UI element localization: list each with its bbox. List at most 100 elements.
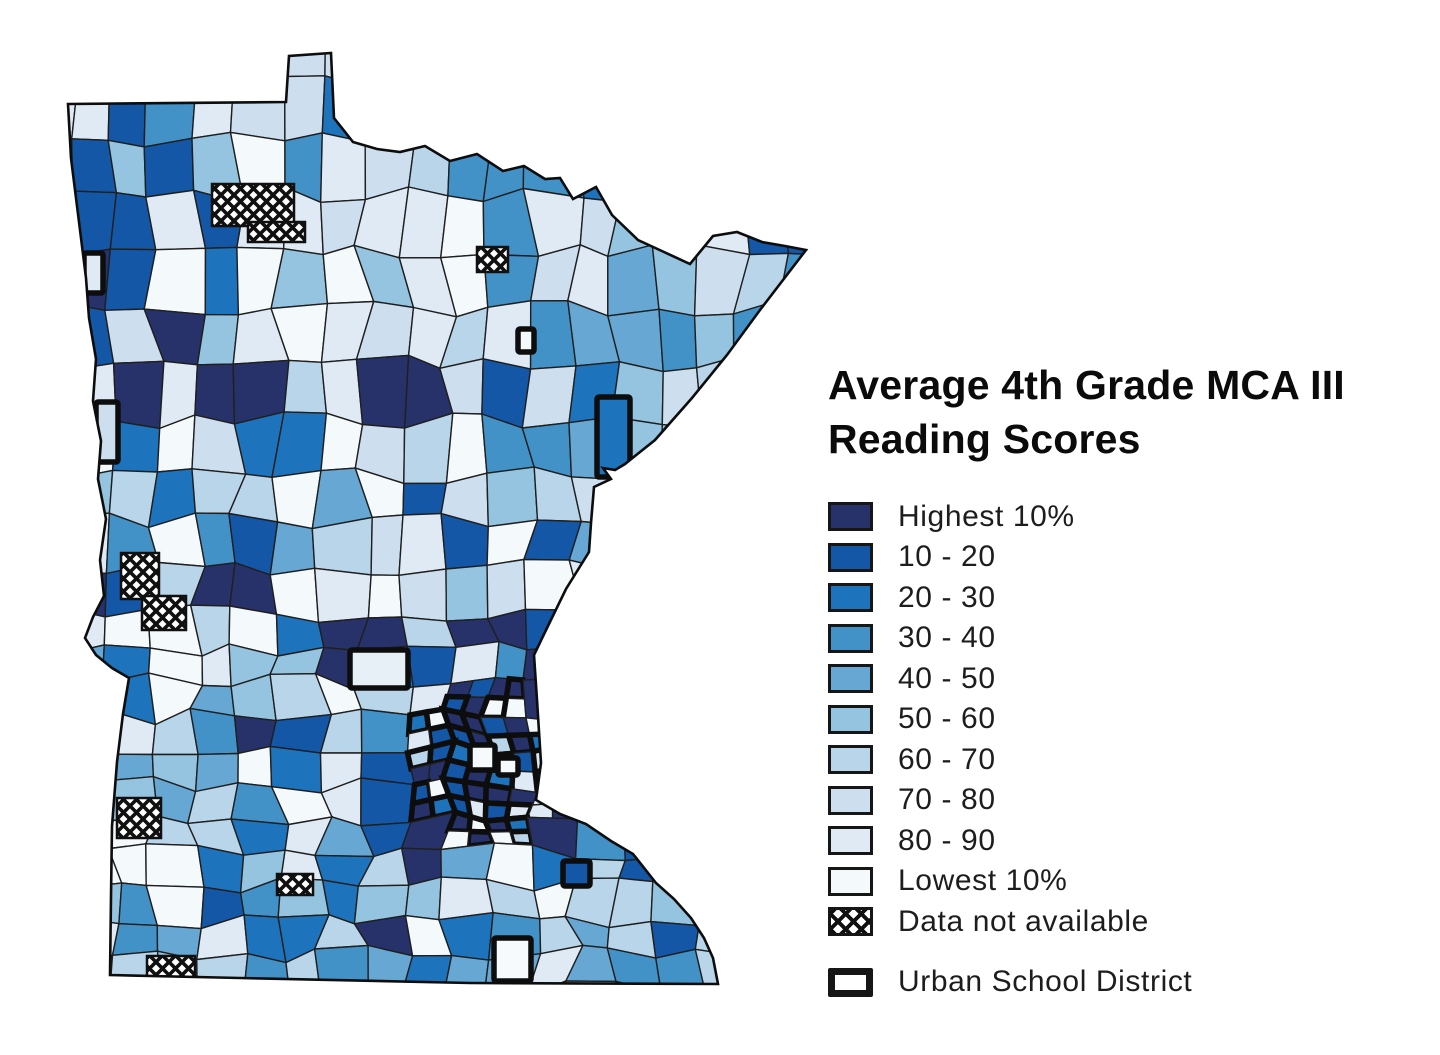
- state-outline: [66, 51, 809, 986]
- district-shape: [445, 412, 488, 485]
- district-shape: [360, 777, 416, 827]
- district-shape: [647, 819, 705, 859]
- district-polygons: [65, 53, 806, 1030]
- district-shape: [402, 482, 448, 516]
- district-shape: [107, 74, 147, 148]
- district-shape: [699, 811, 752, 853]
- district-shape: [778, 299, 806, 373]
- district-shape: [313, 944, 369, 984]
- district-shape: [110, 993, 162, 1025]
- district-shape: [204, 246, 240, 316]
- legend-swatch-highest-10: [828, 502, 873, 531]
- legend-item-no-data: Data not available: [828, 905, 1428, 938]
- district-shape: [783, 366, 806, 429]
- district-shape: [68, 649, 81, 678]
- district-shape: [649, 136, 711, 206]
- district-shape: [659, 468, 704, 527]
- district-shape: [286, 992, 321, 1024]
- district-shape: [445, 991, 498, 1024]
- district-shape: [737, 707, 788, 757]
- district-shape: [237, 745, 273, 788]
- legend-label: 70 - 80: [898, 783, 996, 816]
- legend-label: Urban School District: [898, 965, 1193, 998]
- district-shape: [606, 562, 667, 622]
- district-shape: [68, 748, 81, 789]
- district-shape: [776, 878, 806, 930]
- district-shape: [357, 992, 403, 1030]
- district-shape: [780, 85, 806, 144]
- district-shape: [65, 992, 117, 1025]
- district-shape: [732, 754, 788, 794]
- district-shape: [232, 53, 286, 85]
- minnesota-map-svg: [65, 51, 809, 1030]
- district-shape: [690, 136, 752, 195]
- district-shape: [732, 844, 790, 896]
- no-data-patch: [210, 182, 296, 228]
- no-data-patch: [246, 220, 307, 244]
- district-shape: [781, 640, 806, 686]
- district-shape: [744, 910, 795, 958]
- district-shape: [229, 75, 286, 142]
- district-shape: [488, 830, 515, 845]
- district-shape: [486, 558, 527, 620]
- district-shape: [566, 743, 622, 787]
- district-shape: [697, 519, 748, 577]
- district-shape: [694, 674, 750, 712]
- district-shape: [530, 744, 555, 776]
- legend: Highest 10% 10 - 20 20 - 30 30 - 40 40 -…: [828, 500, 1428, 1008]
- district-shape: [193, 978, 246, 984]
- district-shape: [313, 567, 372, 624]
- district-shape: [450, 640, 500, 685]
- district-shape: [658, 308, 698, 373]
- urban-district-shape: [491, 935, 534, 984]
- district-shape: [68, 914, 79, 956]
- district-shape: [269, 521, 316, 576]
- no-data-patches: [115, 182, 510, 984]
- district-shape: [574, 811, 626, 862]
- district-shape: [740, 519, 784, 577]
- district-shape: [112, 360, 165, 430]
- district-shape: [611, 523, 662, 571]
- district-shape: [269, 745, 323, 794]
- district-shape: [778, 252, 806, 307]
- legend-swatch-30-40: [828, 623, 873, 653]
- district-shape: [619, 783, 669, 822]
- district-shape: [486, 466, 539, 528]
- district-shape: [68, 944, 78, 984]
- district-shape: [732, 776, 788, 829]
- district-shape: [68, 476, 76, 530]
- legend-swatch-70-80: [828, 785, 873, 815]
- district-shape: [521, 365, 577, 429]
- district-shape: [525, 980, 577, 984]
- district-shape: [688, 604, 743, 648]
- district-shape: [320, 992, 368, 1030]
- district-shape: [68, 709, 112, 759]
- district-shape: [68, 53, 78, 91]
- district-shape: [548, 732, 571, 749]
- district-shape: [689, 569, 749, 609]
- district-shape: [739, 645, 786, 686]
- district-shape: [68, 512, 76, 572]
- district-shape: [144, 53, 199, 91]
- district-shape: [547, 740, 571, 772]
- district-shape: [651, 243, 698, 317]
- no-data-patch: [119, 551, 161, 601]
- district-shape: [522, 677, 573, 724]
- district-shape: [484, 994, 532, 1029]
- district-shape: [68, 247, 70, 314]
- no-data-patch: [140, 594, 188, 632]
- district-shape: [68, 784, 80, 823]
- district-shape: [791, 944, 806, 984]
- legend-swatch-50-60: [828, 704, 873, 734]
- district-shape: [194, 363, 236, 425]
- district-shape: [646, 780, 708, 822]
- legend-label: 80 - 90: [898, 823, 996, 857]
- legend-label: 40 - 50: [898, 661, 996, 695]
- district-shape: [68, 717, 71, 759]
- legend-item-50-60: 50 - 60: [828, 702, 1428, 735]
- district-shape: [650, 53, 706, 88]
- district-shape: [693, 741, 740, 794]
- district-shape: [367, 574, 403, 619]
- legend-swatch-urban-outline: [828, 967, 873, 997]
- district-shape: [695, 356, 744, 430]
